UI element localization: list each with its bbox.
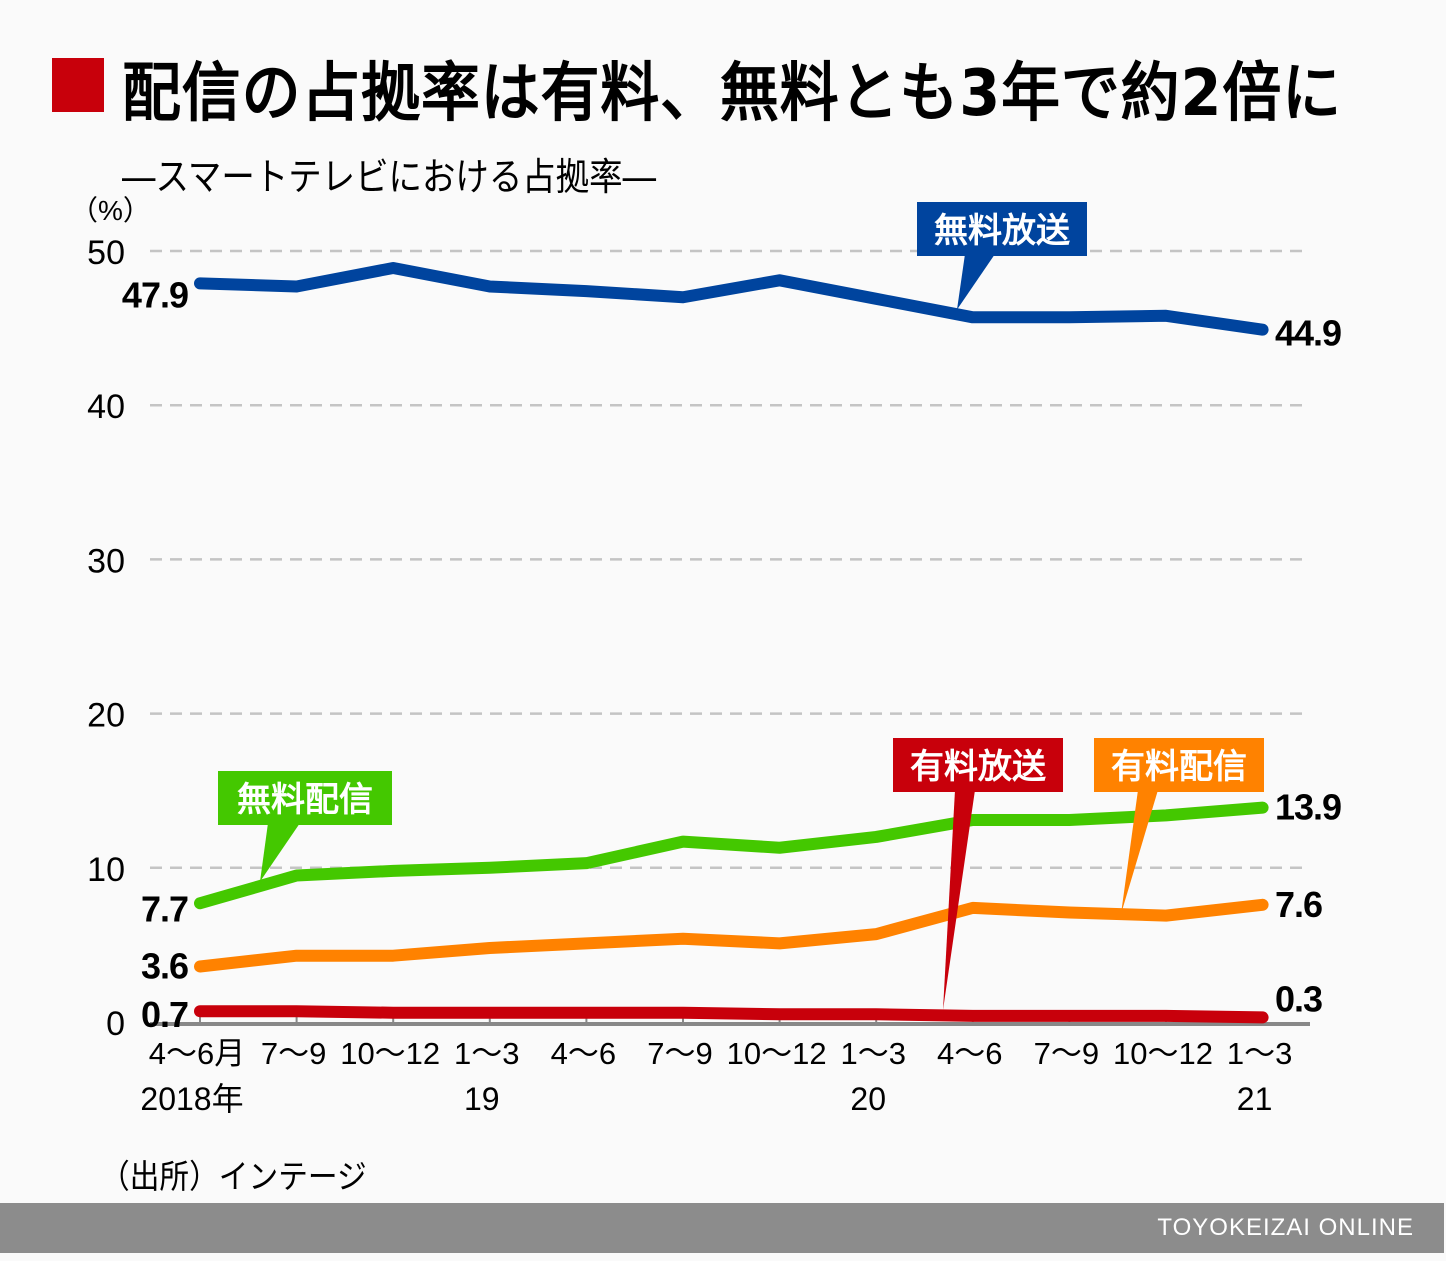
- y-tick-label: 20: [87, 697, 125, 735]
- series-lines: [194, 261, 1269, 1024]
- x-tick-label: 10～12: [1113, 1036, 1213, 1071]
- y-axis-unit: （%）: [70, 195, 151, 226]
- x-tick-label: 1～3: [454, 1036, 519, 1071]
- year-label: 2018年: [140, 1081, 243, 1117]
- y-tick-label: 50: [87, 234, 125, 272]
- callout-pointer: [1121, 790, 1158, 915]
- callout-label-paid_streaming: 有料配信: [1111, 747, 1247, 787]
- chart-title: 配信の占拠率は有料、無料とも3年で約2倍に: [122, 57, 1342, 131]
- x-tick-label: 1～3: [840, 1036, 905, 1071]
- start-value-label: 3.6: [141, 945, 188, 986]
- callout-box-free_streaming: [218, 771, 392, 825]
- callout-label-free_streaming: 無料配信: [237, 780, 373, 820]
- chart-subtitle: ―スマートテレビにおける占拠率―: [122, 155, 657, 199]
- start-value-label: 47.9: [122, 274, 188, 315]
- line-chart: 0 10 20 30 40 50 （%） 4～6月 7～9 10～12 1～3 4～6 7～9 10～…: [70, 195, 1342, 1117]
- x-tick-label: 10～12: [727, 1036, 827, 1071]
- start-value-label: 7.7: [141, 888, 188, 929]
- title-marker: [52, 58, 104, 112]
- callout-box-paid_broadcast: [893, 738, 1063, 792]
- callout-pointer: [260, 823, 300, 882]
- y-tick-labels: 0 10 20 30 40 50: [87, 234, 125, 1043]
- year-label: 21: [1237, 1081, 1273, 1117]
- callout-label-free_broadcast: 無料放送: [934, 211, 1070, 251]
- start-value-label: 0.7: [141, 994, 188, 1035]
- x-tick-label: 10～12: [340, 1036, 440, 1071]
- series-line-free_broadcast: [194, 261, 1269, 336]
- y-tick-label: 10: [87, 851, 125, 889]
- end-value-label: 7.6: [1275, 884, 1322, 925]
- x-tick-label: 7～9: [647, 1036, 712, 1071]
- source-note: （出所）インテージ: [100, 1157, 367, 1196]
- value-labels: 47.9 44.9 7.7 13.9 3.6 7.6 0.7 0.3: [122, 274, 1342, 1035]
- year-label: 20: [850, 1081, 886, 1117]
- callout-box-paid_streaming: [1094, 738, 1264, 792]
- series-line-paid_broadcast: [194, 1005, 1269, 1024]
- y-tick-label: 0: [106, 1005, 125, 1043]
- callout-pointer: [957, 254, 995, 310]
- x-tick-label: 1～3: [1227, 1036, 1292, 1071]
- series-line-free_streaming: [194, 801, 1269, 910]
- callout-label-paid_broadcast: 有料放送: [910, 747, 1046, 787]
- x-tick-label: 4～6: [551, 1036, 616, 1071]
- x-tick-label: 4～6: [937, 1036, 1002, 1071]
- grid-lines: [150, 249, 1310, 870]
- x-tick-label: 7～9: [1034, 1036, 1099, 1071]
- callout-pointer: [943, 790, 975, 1010]
- x-tick-label: 7～9: [261, 1036, 326, 1071]
- footer-bar: TOYOKEIZAI ONLINE: [0, 1203, 1444, 1253]
- footer-brand: TOYOKEIZAI ONLINE: [1157, 1214, 1414, 1241]
- series-line-paid_streaming: [194, 898, 1269, 973]
- y-tick-label: 40: [87, 388, 125, 426]
- end-value-label: 44.9: [1275, 313, 1341, 354]
- x-tick-label: 4～6月: [149, 1036, 245, 1071]
- year-label: 19: [464, 1081, 500, 1117]
- end-value-label: 0.3: [1275, 978, 1322, 1019]
- x-tick-labels: 4～6月 7～9 10～12 1～3 4～6 7～9 10～12 1～3 4～6 7～9 10～12…: [140, 1036, 1292, 1117]
- end-value-label: 13.9: [1275, 787, 1341, 828]
- callout-box-free_broadcast: [917, 202, 1087, 256]
- y-tick-label: 30: [87, 542, 125, 580]
